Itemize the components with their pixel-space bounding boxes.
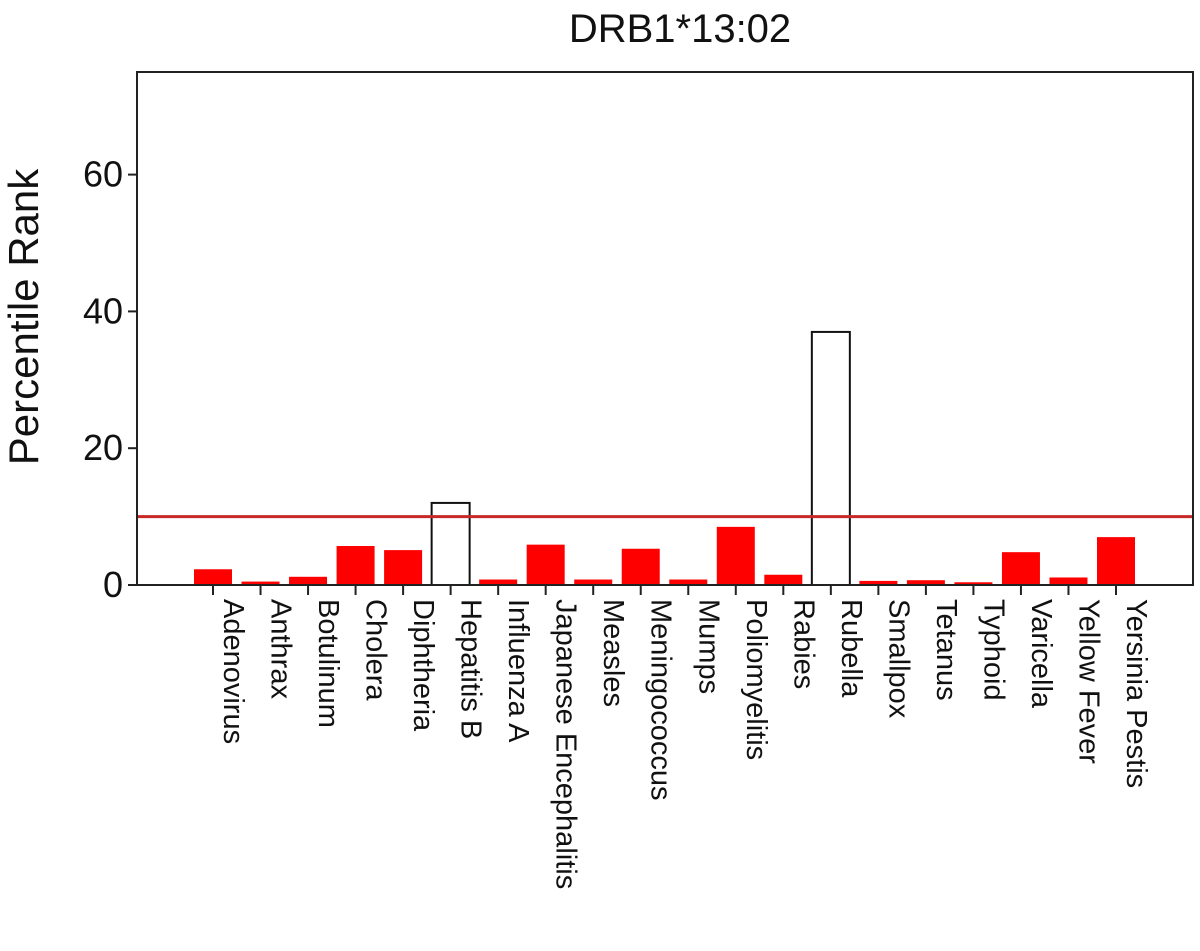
- bar-rubella: [810, 330, 851, 587]
- x-tick-label: Japanese Encephalitis: [550, 599, 582, 889]
- x-tick-label: Mumps: [692, 599, 724, 694]
- x-tick-label: Adenovirus: [217, 599, 249, 744]
- bar-rabies: [764, 574, 803, 585]
- y-axis: 0 20 40 60: [83, 154, 137, 605]
- bar-smallpox: [859, 580, 898, 585]
- x-tick-label: Smallpox: [882, 599, 914, 719]
- y-tick-label: 0: [103, 564, 123, 605]
- x-tick-label: Poliomyelitis: [740, 599, 772, 760]
- x-tick-label: Botulinum: [312, 599, 344, 728]
- bar-japanese-encephalitis: [526, 544, 565, 585]
- x-tick-label: Rubella: [835, 599, 867, 698]
- bar-anthrax: [241, 581, 280, 585]
- bar-poliomyelitis: [716, 526, 755, 585]
- bar-measles: [574, 579, 613, 585]
- x-tick-label: Diphtheria: [407, 599, 439, 732]
- x-tick-label: Influenza A: [502, 599, 534, 743]
- x-tick-label: Yersinia Pestis: [1120, 599, 1152, 788]
- bar-tetanus: [906, 580, 945, 585]
- bar-influenza-a: [479, 579, 518, 585]
- bar-mumps: [669, 579, 708, 585]
- x-tick-label: Meningococcus: [645, 599, 677, 801]
- bar-yersinia-pestis: [1097, 537, 1135, 585]
- x-tick-label: Cholera: [360, 599, 392, 701]
- y-tick-label: 20: [83, 427, 123, 468]
- x-tick-label: Typhoid: [977, 599, 1009, 701]
- chart-title: DRB1*13:02: [569, 7, 791, 51]
- x-axis: Adenovirus Anthrax Botulinum Cholera Diphthe…: [212, 585, 1152, 889]
- plot-frame: [136, 71, 1194, 586]
- bar-typhoid: [954, 582, 993, 585]
- y-axis-title: Percentile Rank: [0, 168, 47, 465]
- x-tick-label: Tetanus: [930, 599, 962, 701]
- y-tick-label: 60: [83, 154, 123, 195]
- x-tick-label: Hepatitis B: [455, 599, 487, 739]
- bar-diphtheria: [384, 550, 423, 585]
- x-tick-label: Measles: [597, 599, 629, 707]
- bar-adenovirus: [194, 569, 232, 585]
- x-tick-label: Anthrax: [265, 599, 297, 699]
- bar-varicella: [1001, 552, 1040, 585]
- x-tick-label: Rabies: [787, 599, 819, 689]
- bar-meningococcus: [621, 548, 660, 585]
- bars: [194, 330, 1135, 587]
- bar-yellow-fever: [1049, 577, 1088, 585]
- bar-cholera: [336, 546, 375, 585]
- x-tick-label: Yellow Fever: [1072, 599, 1104, 764]
- x-tick-label: Varicella: [1025, 599, 1057, 709]
- bar-botulinum: [289, 576, 328, 585]
- y-tick-label: 40: [83, 290, 123, 331]
